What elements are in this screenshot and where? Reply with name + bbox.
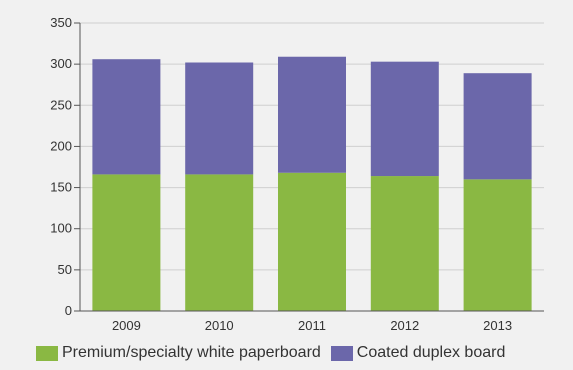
legend: Premium/specialty white paperboard Coate… bbox=[36, 344, 505, 362]
x-tick-label-2010: 2010 bbox=[205, 318, 234, 333]
legend-item-premium: Premium/specialty white paperboard bbox=[36, 344, 321, 362]
y-tick-label-50: 50 bbox=[58, 262, 72, 277]
bar-premium-2011 bbox=[278, 172, 346, 311]
legend-swatch-coated bbox=[330, 345, 353, 361]
bar-coated-2011 bbox=[278, 56, 346, 173]
legend-swatch-premium bbox=[36, 345, 58, 361]
x-tick-label-2012: 2012 bbox=[390, 318, 419, 333]
y-tick-label-200: 200 bbox=[50, 138, 72, 153]
y-tick-label-300: 300 bbox=[50, 56, 72, 71]
y-tick-label-150: 150 bbox=[50, 180, 72, 195]
x-tick-label-2009: 2009 bbox=[112, 318, 141, 333]
legend-item-coated: Coated duplex board bbox=[330, 344, 506, 362]
x-tick-label-2013: 2013 bbox=[483, 318, 512, 333]
bar-premium-2010 bbox=[185, 174, 254, 311]
y-tick-label-0: 0 bbox=[65, 303, 72, 318]
legend-label-premium: Premium/specialty white paperboard bbox=[62, 344, 321, 361]
bar-premium-2013 bbox=[463, 179, 532, 311]
y-tick-label-100: 100 bbox=[50, 221, 72, 236]
bar-coated-2010 bbox=[185, 62, 254, 175]
bar-coated-2009 bbox=[92, 59, 161, 175]
bar-coated-2012 bbox=[370, 61, 439, 177]
y-tick-label-250: 250 bbox=[50, 97, 72, 112]
y-tick-label-350: 350 bbox=[50, 15, 72, 30]
bar-premium-2012 bbox=[370, 176, 439, 311]
bar-premium-2009 bbox=[92, 174, 161, 311]
legend-label-coated: Coated duplex board bbox=[356, 344, 506, 361]
x-tick-label-2011: 2011 bbox=[298, 318, 326, 333]
bar-coated-2013 bbox=[463, 73, 532, 180]
